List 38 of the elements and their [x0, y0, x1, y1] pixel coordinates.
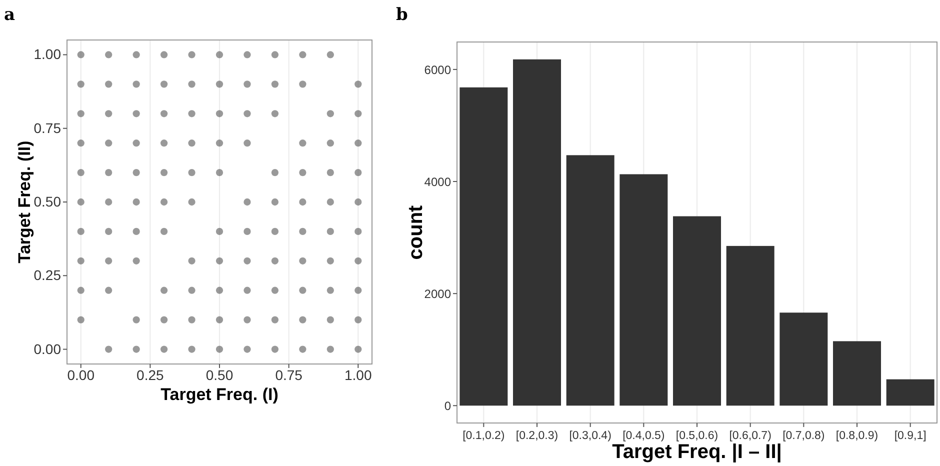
x-tick-label: [0.3,0.4): [569, 430, 612, 442]
chart-title: b: [396, 5, 408, 25]
x-axis-title: Target Freq. (I): [160, 385, 278, 404]
x-tick-label: [0.7,0.8): [782, 430, 825, 442]
chart-title: a: [4, 5, 16, 25]
bar: [833, 341, 881, 406]
bar: [726, 246, 774, 406]
y-tick-label: 1.00: [34, 46, 62, 62]
y-tick-label: 4000: [424, 175, 452, 190]
y-axis-title: Target Freq. (II): [15, 140, 34, 264]
y-tick-label: 0.25: [34, 267, 62, 284]
bar: [460, 87, 508, 406]
bar: [620, 174, 668, 406]
x-tick-label: [0.9,1]: [894, 430, 926, 442]
x-tick-label: 0.75: [275, 367, 303, 383]
y-tick-label: 0.75: [34, 120, 62, 136]
y-tick-label: 2000: [424, 287, 452, 302]
bar: [673, 216, 721, 406]
x-tick-label: 1.00: [344, 367, 372, 383]
x-tick-label: [0.1,0.2): [462, 430, 505, 442]
x-tick-label: [0.4,0.5): [622, 430, 665, 442]
x-tick-label: 0.00: [67, 367, 95, 383]
y-tick-label: 0.00: [34, 340, 62, 357]
y-tick-label: 0: [444, 399, 452, 414]
bar: [886, 379, 934, 406]
x-tick-label: [0.2,0.3): [516, 430, 558, 442]
x-tick-label: [0.5,0.6): [676, 430, 718, 442]
bar: [513, 59, 561, 406]
x-tick-label: [0.8,0.9): [836, 430, 878, 442]
y-tick-label: 6000: [424, 62, 452, 77]
x-tick-label: 0.25: [136, 367, 164, 383]
bar: [780, 312, 828, 406]
y-tick-label: 0.50: [34, 194, 62, 210]
x-tick-label: 0.50: [206, 367, 234, 383]
x-axis-title: Target Freq. |I – II|: [612, 441, 782, 463]
y-axis-title: count: [405, 204, 427, 260]
bar: [566, 155, 614, 406]
x-tick-label: [0.6,0.7): [729, 430, 772, 442]
